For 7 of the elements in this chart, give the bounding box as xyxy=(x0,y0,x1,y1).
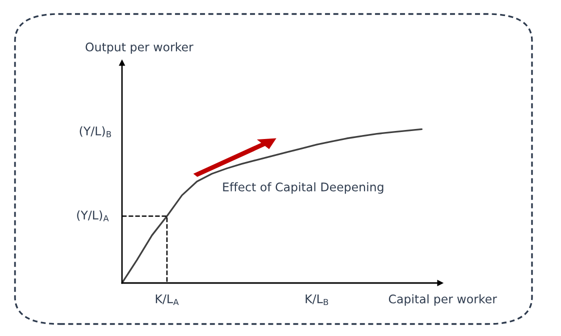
ref-line-label: (Y/L)$_{A}$ xyxy=(77,210,109,222)
annotation: Effect of Capital Deepening xyxy=(223,182,384,194)
x-axis-title: Capital per worker xyxy=(388,294,497,306)
text: (Y/L)$_{B}$ xyxy=(80,126,111,138)
x-tick-label: K/L$_{B}$ xyxy=(306,294,328,306)
text: Output per worker xyxy=(86,42,194,54)
x-tick-label: K/L$_{A}$ xyxy=(156,294,179,306)
